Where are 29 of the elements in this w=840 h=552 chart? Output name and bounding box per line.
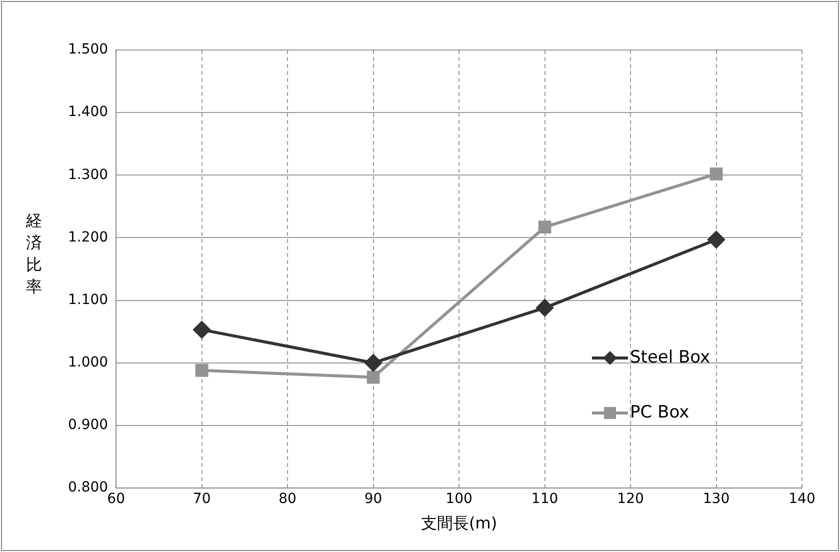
legend-label: PC Box — [630, 402, 690, 422]
x-tick-label: 110 — [531, 491, 558, 508]
point — [366, 370, 380, 384]
x-tick-label: 120 — [617, 491, 644, 508]
x-tick-label: 80 — [278, 491, 296, 508]
x-tick-label: 100 — [446, 491, 472, 508]
y-tick-label: 1.000 — [68, 354, 108, 370]
y-tick-label: 0.800 — [68, 480, 108, 496]
y-tick-label: 1.300 — [68, 166, 108, 183]
point — [538, 220, 552, 234]
y-tick-label: 1.400 — [68, 104, 108, 120]
y-tick-label: 0.900 — [68, 417, 108, 434]
x-tick-label: 60 — [107, 491, 125, 508]
y-tick-label: 1.500 — [68, 42, 108, 58]
x-axis-title: 支間長(m) — [421, 514, 498, 533]
x-tick-label: 90 — [364, 491, 382, 508]
legend-label: Steel Box — [630, 347, 710, 368]
point — [193, 321, 210, 338]
y-tick-label: 1.100 — [68, 292, 108, 308]
point — [708, 231, 725, 248]
x-tick-label: 70 — [192, 491, 211, 508]
x-tick-label: 130 — [702, 491, 730, 508]
point — [364, 354, 382, 372]
y-axis-title: 経済比率 — [25, 210, 43, 298]
point — [195, 364, 208, 377]
y-tick-label: 1.200 — [68, 229, 108, 246]
point — [710, 167, 723, 180]
x-tick-label: 140 — [788, 491, 816, 508]
point — [536, 299, 554, 316]
